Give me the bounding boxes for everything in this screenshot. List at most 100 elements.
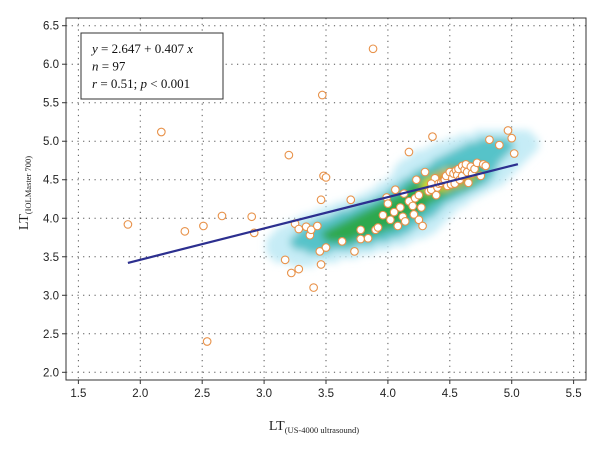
- data-point: [315, 247, 325, 256]
- density-cell: [302, 246, 307, 251]
- density-cell: [274, 254, 279, 259]
- density-cell: [354, 226, 359, 231]
- density-cell: [370, 206, 375, 211]
- density-cell: [366, 214, 371, 219]
- density-cell: [386, 226, 391, 231]
- data-point: [356, 234, 366, 244]
- density-cell: [462, 194, 467, 199]
- y-tick-label: 3.5: [43, 252, 59, 264]
- density-cell: [366, 250, 371, 255]
- density-cell: [426, 154, 431, 159]
- density-cell: [394, 214, 399, 219]
- density-cell: [346, 246, 351, 251]
- density-cell: [430, 202, 435, 207]
- regression-line: [127, 163, 519, 264]
- density-cell: [266, 246, 271, 251]
- density-cell: [426, 214, 431, 219]
- density-cell: [442, 158, 447, 163]
- density-cell: [346, 226, 351, 231]
- density-cell: [302, 234, 307, 239]
- density-cell: [334, 214, 339, 219]
- density-cell: [302, 238, 307, 243]
- density-cell: [362, 214, 367, 219]
- density-cell: [398, 198, 403, 203]
- density-cell: [390, 178, 395, 183]
- density-cell: [378, 206, 383, 211]
- density-cell: [374, 194, 379, 199]
- density-cell: [314, 210, 319, 215]
- density-cell: [430, 154, 435, 159]
- density-cell: [334, 206, 339, 211]
- density-cell: [374, 206, 379, 211]
- density-cell: [454, 142, 459, 147]
- density-cell: [298, 238, 303, 243]
- density-cell: [426, 218, 431, 223]
- density-cell: [462, 190, 467, 195]
- density-cell: [466, 150, 471, 155]
- density-cell: [354, 210, 359, 215]
- density-cell: [334, 242, 339, 247]
- density-cell: [438, 202, 443, 207]
- density-cell: [370, 218, 375, 223]
- density-cell: [270, 234, 275, 239]
- density-cell: [278, 230, 283, 235]
- density-cell: [430, 162, 435, 167]
- density-cell: [402, 202, 407, 207]
- density-cell: [314, 218, 319, 223]
- density-cell: [514, 142, 519, 147]
- density-cell: [478, 190, 483, 195]
- density-cell: [410, 174, 415, 179]
- density-cell: [482, 190, 487, 195]
- density-cell: [342, 250, 347, 255]
- density-cell: [378, 198, 383, 203]
- density-cell: [422, 154, 427, 159]
- density-cell: [370, 210, 375, 215]
- density-cell: [462, 154, 467, 159]
- density-cell: [394, 178, 399, 183]
- data-point: [202, 337, 212, 346]
- density-cell: [362, 210, 367, 215]
- density-cell: [522, 138, 527, 143]
- density-cell: [294, 258, 299, 263]
- density-cell: [330, 250, 335, 255]
- data-point: [428, 132, 437, 141]
- density-cell: [346, 210, 351, 215]
- density-cell: [438, 218, 443, 223]
- density-cell: [398, 182, 403, 187]
- density-cell: [518, 154, 523, 159]
- density-cell: [342, 226, 347, 231]
- density-cell: [462, 142, 467, 147]
- density-cell: [414, 150, 419, 155]
- data-point: [284, 150, 294, 160]
- density-cell: [514, 146, 519, 151]
- density-cell: [270, 238, 275, 243]
- density-cell: [266, 242, 271, 247]
- density-cell: [382, 206, 387, 211]
- density-cell: [326, 234, 331, 239]
- density-cell: [350, 226, 355, 231]
- density-cell: [374, 242, 379, 247]
- density-cell: [382, 186, 387, 191]
- y-axis-title-sub: (IOLMaster 700): [23, 156, 33, 214]
- density-cell: [406, 186, 411, 191]
- density-cell: [314, 238, 319, 243]
- density-cell: [334, 210, 339, 215]
- density-cell: [446, 202, 451, 207]
- density-cell: [406, 178, 411, 183]
- density-cell: [282, 226, 287, 231]
- density-cell: [402, 198, 407, 203]
- density-cell: [290, 254, 295, 259]
- density-cell: [410, 158, 415, 163]
- density-cell: [342, 210, 347, 215]
- density-cell: [374, 238, 379, 243]
- density-cell: [374, 234, 379, 239]
- density-cell: [458, 194, 463, 199]
- density-cell: [398, 238, 403, 243]
- density-cell: [462, 134, 467, 139]
- density-cell: [458, 138, 463, 143]
- density-cell: [294, 246, 299, 251]
- data-point: [386, 215, 395, 225]
- density-cell: [494, 130, 499, 135]
- data-point: [393, 221, 403, 231]
- density-cell: [370, 202, 375, 207]
